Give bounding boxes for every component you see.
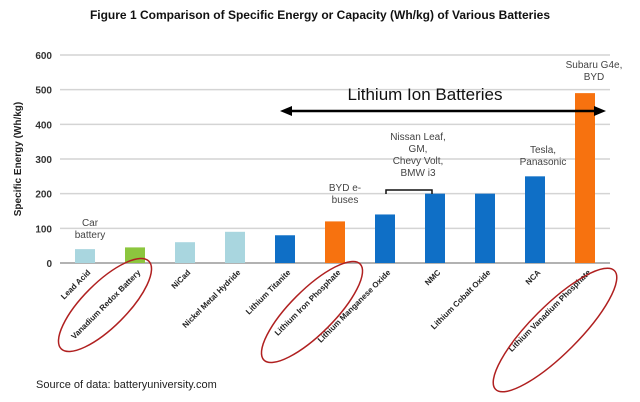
annotation-nissan-leaf: GM, bbox=[409, 144, 428, 155]
annotation-nissan-leaf: Chevy Volt, bbox=[393, 156, 444, 167]
arrow-right-head bbox=[594, 106, 606, 116]
x-tick-label: Lead Acid bbox=[59, 268, 92, 301]
bar bbox=[275, 235, 295, 263]
bar bbox=[575, 93, 595, 263]
bar bbox=[175, 242, 195, 263]
y-tick-label: 200 bbox=[35, 190, 52, 201]
arrow-left-head bbox=[280, 106, 292, 116]
y-axis-label: Specific Energy (Wh/kg) bbox=[13, 102, 24, 216]
highlight-circle bbox=[260, 260, 364, 364]
highlight-circle bbox=[492, 267, 618, 393]
annotation-car-battery: Car bbox=[82, 218, 99, 229]
source-note: Source of data: batteryuniversity.com bbox=[36, 379, 217, 391]
bar bbox=[225, 231, 245, 263]
chart-title: Figure 1 Comparison of Specific Energy o… bbox=[89, 8, 551, 22]
bar bbox=[75, 249, 95, 263]
bar bbox=[475, 193, 495, 263]
annotation-subaru: BYD bbox=[584, 72, 605, 83]
bar bbox=[325, 221, 345, 263]
annotation-tesla: Tesla, bbox=[530, 145, 556, 156]
annotation-nissan-leaf: BMW i3 bbox=[401, 168, 436, 179]
x-tick-label: Lithium Vanadium Phosphate bbox=[507, 268, 593, 354]
x-tick-label: NMC bbox=[423, 268, 442, 287]
y-tick-label: 400 bbox=[35, 120, 52, 131]
y-tick-label: 0 bbox=[46, 259, 52, 270]
annotation-byd-ebuses: BYD e- bbox=[329, 183, 361, 194]
bar bbox=[525, 176, 545, 263]
bar bbox=[125, 247, 145, 263]
annotation-subaru: Subaru G4e, bbox=[566, 60, 623, 71]
bracket bbox=[385, 189, 433, 194]
y-tick-label: 100 bbox=[35, 224, 52, 235]
x-tick-label: NiCad bbox=[170, 268, 193, 291]
bar bbox=[425, 193, 445, 263]
y-tick-label: 300 bbox=[35, 155, 52, 166]
bar bbox=[375, 214, 395, 263]
y-tick-label: 600 bbox=[35, 51, 52, 62]
annotation-byd-ebuses: buses bbox=[332, 195, 359, 206]
highlight-circle bbox=[57, 257, 153, 353]
x-tick-label: Nickel Metal Hydride bbox=[181, 268, 243, 330]
annotation-nissan-leaf: Nissan Leaf, bbox=[390, 132, 446, 143]
y-tick-label: 500 bbox=[35, 86, 52, 97]
annotation-lithium-ion: Lithium Ion Batteries bbox=[348, 85, 503, 104]
annotation-tesla: Panasonic bbox=[520, 157, 567, 168]
annotation-car-battery: battery bbox=[75, 230, 106, 241]
x-tick-label: NCA bbox=[524, 268, 543, 287]
